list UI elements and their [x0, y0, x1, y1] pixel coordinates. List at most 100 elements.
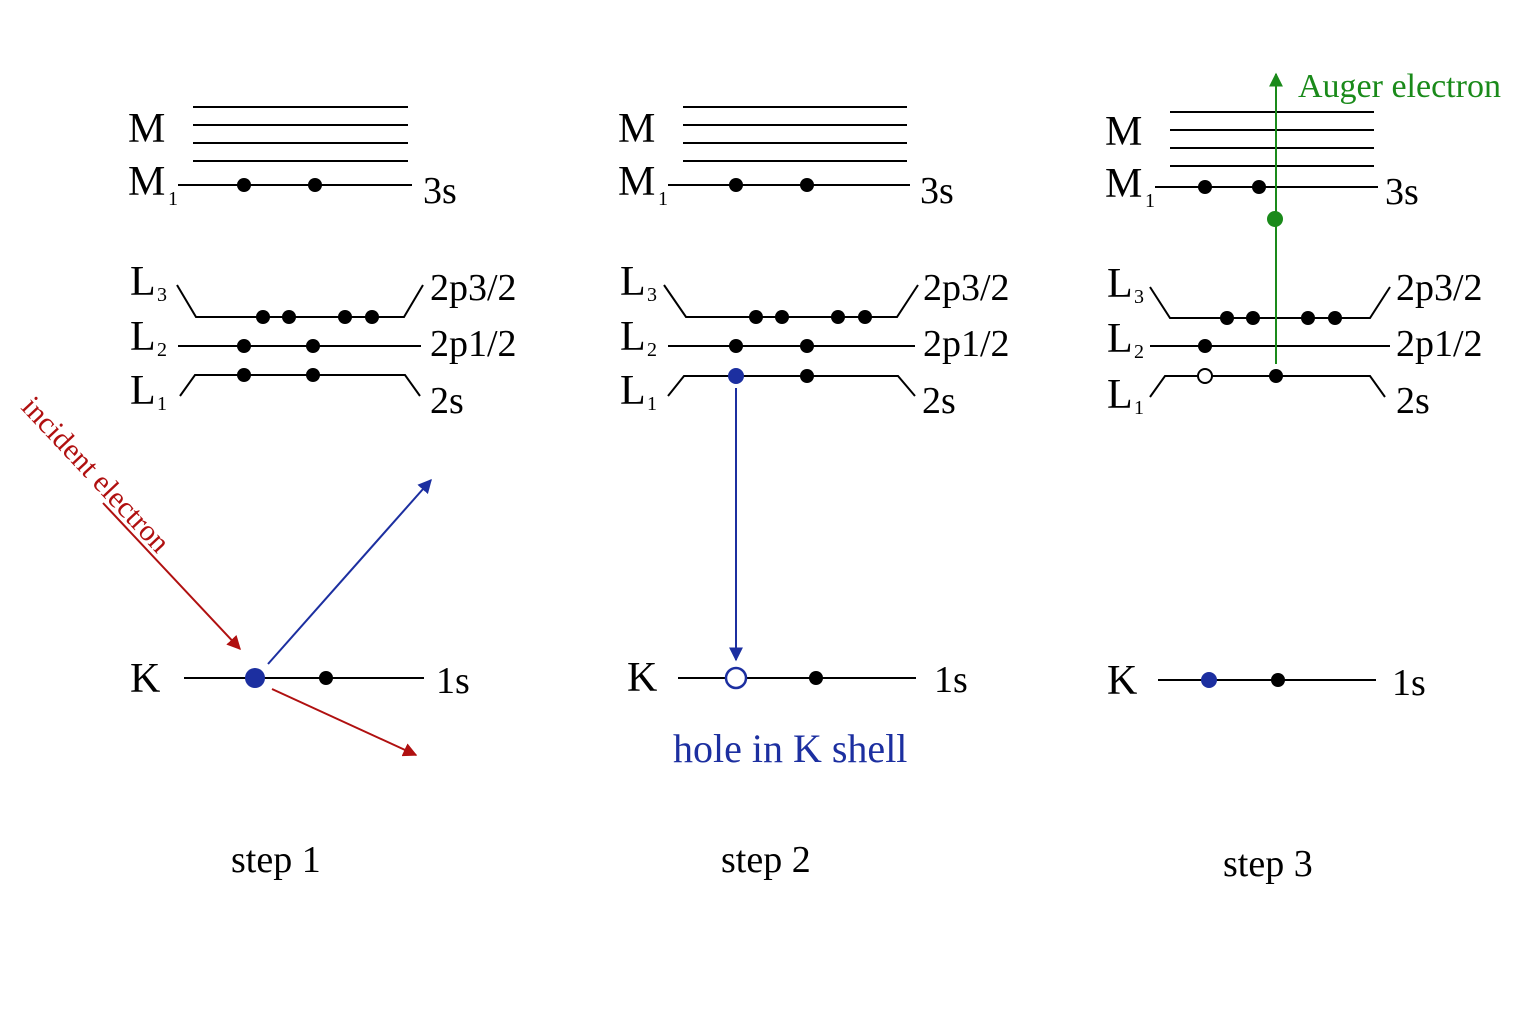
shell-subscript-l3: 3 — [647, 284, 657, 306]
shell-label-k: K — [1107, 658, 1137, 704]
shell-subscript-l2: 2 — [647, 339, 657, 361]
electron — [749, 310, 763, 324]
orbital-label-3s: 3s — [1385, 171, 1419, 213]
shell-label-l1: L — [1107, 372, 1133, 418]
electron — [306, 368, 320, 382]
shell-subscript-l1: 1 — [647, 393, 657, 415]
electron — [365, 310, 379, 324]
electron — [1198, 339, 1212, 353]
auger-electron — [1267, 211, 1283, 227]
electron — [729, 178, 743, 192]
level-l3 — [1149, 286, 1391, 319]
orbital-label-2p1-2: 2p1/2 — [923, 323, 1010, 365]
shell-label-l3: L — [620, 259, 646, 305]
shell-label-m: M — [618, 106, 655, 152]
electron — [306, 339, 320, 353]
shell-label-m1: M — [618, 159, 655, 205]
electron — [1246, 311, 1260, 325]
electron — [237, 339, 251, 353]
shell-subscript-l2: 2 — [157, 339, 167, 361]
ejected-k-electron — [245, 668, 265, 688]
orbital-label-2s: 2s — [922, 380, 956, 422]
m-shell-levels — [683, 106, 907, 162]
electron — [858, 310, 872, 324]
orbital-label-1s: 1s — [436, 660, 470, 702]
shell-label-m: M — [128, 106, 165, 152]
electron — [1220, 311, 1234, 325]
electron — [729, 339, 743, 353]
electron — [237, 368, 251, 382]
orbital-label-2s: 2s — [1396, 380, 1430, 422]
shell-subscript-l3: 3 — [1134, 286, 1144, 308]
electron — [1328, 311, 1342, 325]
orbital-label-1s: 1s — [934, 659, 968, 701]
shell-label-k: K — [130, 656, 160, 702]
electron — [319, 671, 333, 685]
orbital-label-2p3-2: 2p3/2 — [923, 267, 1010, 309]
shell-subscript-m1: 1 — [658, 188, 668, 210]
k-shell-hole — [724, 666, 748, 690]
orbital-label-3s: 3s — [423, 170, 457, 212]
shell-label-l1: L — [130, 368, 156, 414]
l1-hole — [1197, 368, 1213, 384]
scattered-electron-arrow — [271, 688, 418, 757]
electron — [1198, 180, 1212, 194]
level-l1 — [179, 374, 421, 397]
shell-subscript-l2: 2 — [1134, 341, 1144, 363]
shell-label-m1: M — [128, 159, 165, 205]
electron — [809, 671, 823, 685]
electron — [1301, 311, 1315, 325]
electron — [1271, 673, 1285, 687]
shell-subscript-l3: 3 — [157, 284, 167, 306]
step-2-label: step 2 — [721, 839, 811, 881]
shell-subscript-l1: 1 — [157, 393, 167, 415]
m-shell-levels — [193, 106, 408, 162]
electron — [256, 310, 270, 324]
shell-label-l2: L — [130, 314, 156, 360]
electron — [338, 310, 352, 324]
incident-electron-label: incident electron — [15, 390, 176, 559]
orbital-label-2p1-2: 2p1/2 — [1396, 323, 1483, 365]
step-3-panel: M M 1 3s L 3 2p3/2 L 2 2p1/2 L 1 2s Auge… — [1105, 68, 1501, 885]
electron — [282, 310, 296, 324]
step-3-label: step 3 — [1223, 843, 1313, 885]
electron — [800, 178, 814, 192]
shell-label-l3: L — [1107, 261, 1133, 307]
step-1-panel: M M 1 3s L 3 2p3/2 L 2 2p1/2 L 1 2s K — [15, 106, 517, 881]
electron — [831, 310, 845, 324]
shell-subscript-m1: 1 — [1145, 190, 1155, 212]
orbital-label-2p3-2: 2p3/2 — [430, 267, 517, 309]
shell-subscript-m1: 1 — [168, 188, 178, 210]
shell-label-l2: L — [1107, 316, 1133, 362]
step-2-panel: M M 1 3s L 3 2p3/2 L 2 2p1/2 L 1 2s K 1s — [618, 106, 1010, 881]
electron — [800, 339, 814, 353]
shell-label-m1: M — [1105, 161, 1142, 207]
orbital-label-1s: 1s — [1392, 662, 1426, 704]
shell-label-m: M — [1105, 109, 1142, 155]
electron — [1269, 369, 1283, 383]
electron — [237, 178, 251, 192]
hole-label: hole in K shell — [673, 726, 907, 771]
orbital-label-3s: 3s — [920, 170, 954, 212]
level-l1 — [1149, 375, 1386, 398]
shell-label-l1: L — [620, 368, 646, 414]
incident-electron-arrow — [102, 502, 241, 651]
auger-electron-label: Auger electron — [1298, 68, 1501, 105]
orbital-label-2p3-2: 2p3/2 — [1396, 267, 1483, 309]
filled-k-electron — [1201, 672, 1217, 688]
step-1-label: step 1 — [231, 839, 321, 881]
electron — [775, 310, 789, 324]
electron — [308, 178, 322, 192]
level-l1 — [667, 375, 916, 397]
shell-label-l3: L — [130, 259, 156, 305]
shell-subscript-l1: 1 — [1134, 397, 1144, 419]
electron — [800, 369, 814, 383]
electron — [1252, 180, 1266, 194]
shell-label-l2: L — [620, 314, 646, 360]
orbital-label-2p1-2: 2p1/2 — [430, 323, 517, 365]
shell-label-k: K — [627, 655, 657, 701]
level-l3 — [176, 284, 424, 318]
ejected-electron-arrow — [267, 478, 432, 665]
transitioning-electron — [728, 368, 744, 384]
